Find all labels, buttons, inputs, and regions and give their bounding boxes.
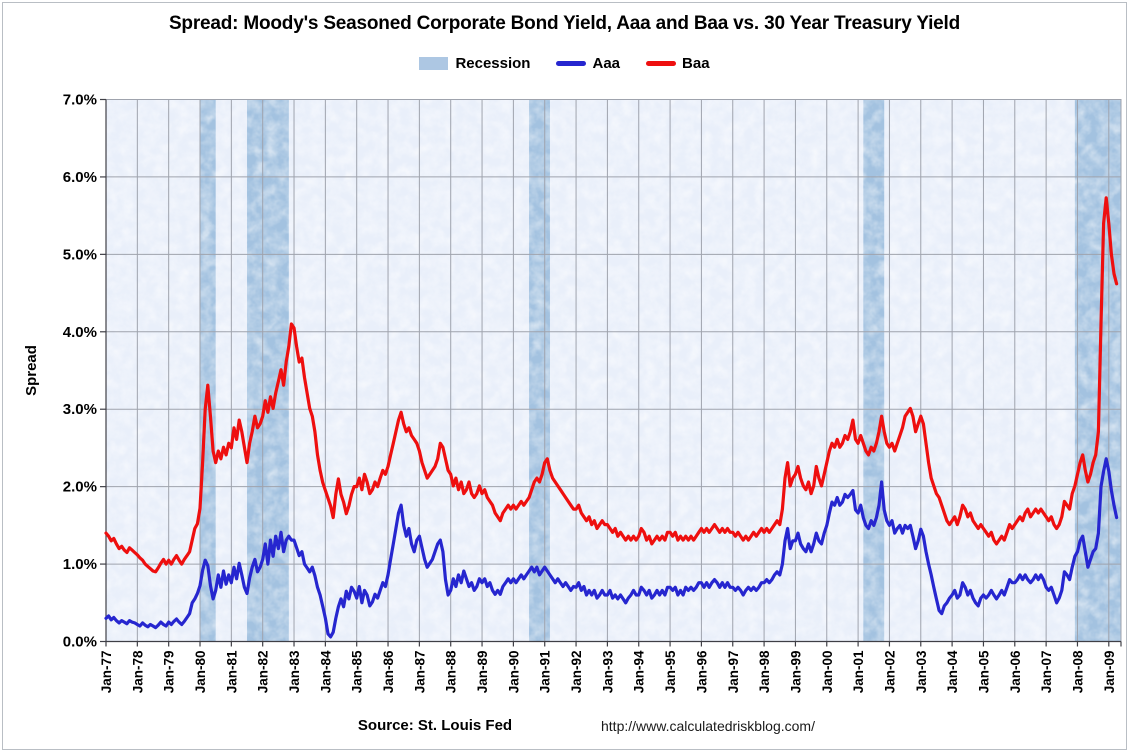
y-tick-label: 1.0% (63, 556, 97, 573)
x-tick-label: Jan-93 (600, 650, 615, 693)
x-tick-label: Jan-91 (538, 650, 553, 693)
legend: Recession Aaa Baa (0, 55, 1129, 72)
x-tick-label: Jan-98 (757, 650, 772, 693)
x-tick-label: Jan-79 (162, 651, 177, 694)
y-axis-title: Spread (23, 345, 40, 396)
aaa-series-line (104, 457, 1119, 639)
x-tick-label: Jan-88 (444, 650, 459, 693)
legend-label-recession: Recession (455, 55, 531, 72)
recession-swatch-icon (419, 57, 449, 70)
x-tick-label: Jan-00 (820, 651, 835, 694)
chart-title: Spread: Moody's Seasoned Corporate Bond … (168, 13, 961, 34)
x-tick-label: Jan-92 (569, 651, 584, 694)
y-tick-label: 5.0% (63, 246, 97, 263)
x-tick-label: Jan-82 (256, 651, 271, 694)
y-tick-label: 3.0% (63, 401, 97, 418)
y-tick-label: 7.0% (63, 92, 97, 109)
x-tick-label: Jan-05 (976, 650, 991, 693)
x-tick-label: Jan-89 (475, 651, 490, 694)
x-tick-label: Jan-03 (914, 650, 929, 693)
x-tick-label: Jan-07 (1039, 651, 1054, 694)
x-tick-labels: Jan-77 Jan-78 Jan-79 Jan-80 Jan-81 Jan-82 Jan-… (99, 650, 1117, 693)
x-tick-label: Jan-97 (726, 651, 741, 694)
x-tick-label: Jan-08 (1070, 650, 1085, 693)
x-tick-label: Jan-77 (99, 651, 114, 694)
axis-ticks (100, 98, 1122, 647)
x-tick-label: Jan-99 (788, 651, 803, 694)
y-tick-label: 0.0% (63, 634, 97, 651)
legend-label-aaa: Aaa (592, 55, 621, 72)
x-tick-label: Jan-78 (130, 650, 145, 693)
y-tick-label: 6.0% (63, 169, 97, 186)
x-tick-label: Jan-94 (632, 650, 647, 693)
x-tick-label: Jan-06 (1008, 650, 1023, 693)
x-tick-label: Jan-84 (318, 650, 333, 693)
x-tick-label: Jan-87 (412, 651, 427, 694)
y-tick-labels: 0.0% 1.0% 2.0% 3.0% 4.0% 5.0% 6.0% 7.0% (63, 92, 97, 651)
legend-label-baa: Baa (682, 55, 710, 72)
y-tick-label: 4.0% (63, 324, 97, 341)
x-tick-label: Jan-90 (506, 651, 521, 694)
x-tick-label: Jan-96 (694, 650, 709, 693)
plot-texture (106, 99, 1121, 642)
y-tick-label: 2.0% (63, 479, 97, 496)
x-tick-label: Jan-86 (381, 650, 396, 693)
baa-series-line (104, 196, 1119, 574)
x-tick-label: Jan-85 (350, 650, 365, 693)
x-tick-label: Jan-83 (287, 650, 302, 693)
x-tick-label: Jan-02 (882, 651, 897, 694)
x-tick-label: Jan-01 (851, 650, 866, 693)
x-tick-label: Jan-80 (193, 651, 208, 694)
source-label: Source: St. Louis Fed (357, 717, 513, 734)
x-tick-label: Jan-04 (945, 650, 960, 693)
x-tick-label: Jan-09 (1102, 651, 1117, 694)
gridlines (106, 99, 1121, 642)
x-tick-label: Jan-81 (224, 650, 239, 693)
x-tick-label: Jan-95 (663, 650, 678, 693)
aaa-line-swatch-icon (556, 61, 587, 66)
baa-line-swatch-icon (646, 61, 677, 66)
url-label: http://www.calculatedriskblog.com/ (601, 718, 815, 734)
